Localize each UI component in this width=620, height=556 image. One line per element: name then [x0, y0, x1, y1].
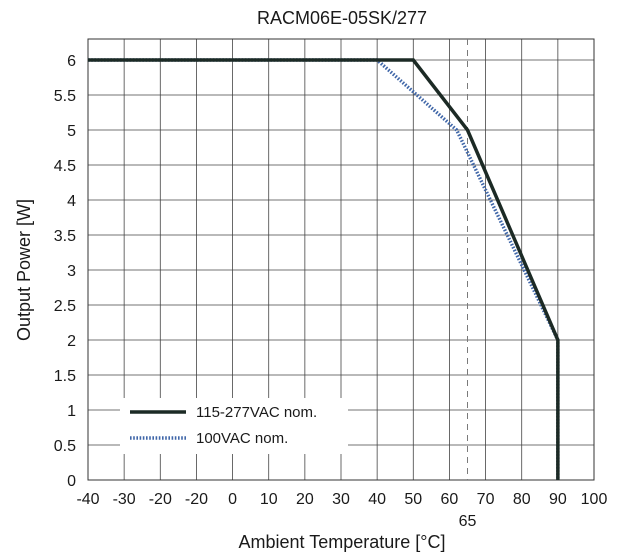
x-tick-label: 0	[228, 491, 237, 508]
y-tick-label: 2	[67, 333, 76, 350]
x-axis-ticks: -40 -30 -20 -20 0 10 20 30 40 50 60 70 80 90 100	[76, 491, 607, 508]
x-tick-label: -20	[149, 491, 172, 508]
x-tick-label: -30	[113, 491, 136, 508]
x-tick-label: 80	[513, 491, 531, 508]
x-tick-label: 50	[404, 491, 422, 508]
x-tick-label: 20	[296, 491, 314, 508]
y-tick-label: 5.5	[54, 88, 76, 105]
x-axis-title: Ambient Temperature [°C]	[239, 532, 446, 552]
x-tick-label: -20	[185, 491, 208, 508]
y-tick-label: 2.5	[54, 298, 76, 315]
plot-frame	[87, 38, 595, 481]
series-line-115-277vac	[88, 58, 560, 480]
y-tick-label: 3.5	[54, 228, 76, 245]
y-tick-label: 0.5	[54, 438, 76, 455]
x-tick-label: 40	[368, 491, 386, 508]
legend-box	[120, 398, 348, 454]
y-tick-label: 6	[67, 53, 76, 70]
chart-title: RACM06E-05SK/277	[257, 8, 427, 28]
y-axis-ticks: 0 0.5 1 1.5 2 2.5 3 3.5 4 4.5 5 5.5 6	[54, 53, 76, 490]
series-group	[88, 58, 560, 480]
legend: 115-277VAC nom. 100VAC nom.	[120, 398, 348, 454]
y-axis-title: Output Power [W]	[14, 199, 34, 341]
x-tick-label: 10	[260, 491, 278, 508]
y-tick-label: 4.5	[54, 158, 76, 175]
x-tick-label: -40	[76, 491, 99, 508]
legend-label-0: 115-277VAC nom.	[196, 404, 317, 421]
y-tick-label: 1.5	[54, 368, 76, 385]
x-tick-label: 30	[332, 491, 350, 508]
y-tick-label: 5	[67, 123, 76, 140]
y-tick-label: 4	[67, 193, 76, 210]
reference-line-group: 65	[459, 39, 477, 530]
x-tick-label: 70	[477, 491, 495, 508]
y-tick-label: 1	[67, 403, 76, 420]
x-tick-label: 60	[441, 491, 459, 508]
y-tick-label: 0	[67, 473, 76, 490]
reference-line-label: 65	[459, 513, 477, 530]
legend-label-1: 100VAC nom.	[196, 430, 288, 447]
x-tick-label: 100	[581, 491, 608, 508]
x-tick-label: 90	[549, 491, 567, 508]
y-tick-label: 3	[67, 263, 76, 280]
